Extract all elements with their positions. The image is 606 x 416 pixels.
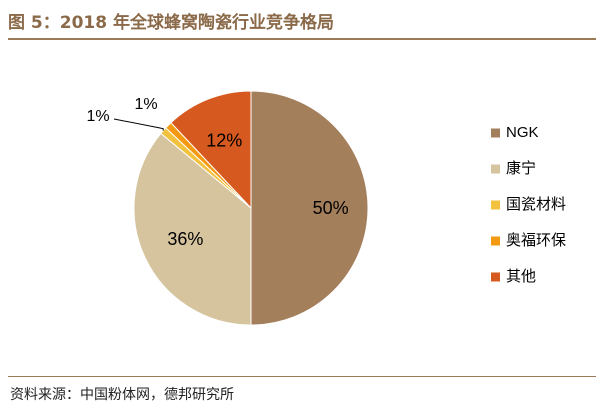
slice-label-3: 1% bbox=[86, 108, 109, 125]
slice-labels: 50% 36% 1% 1% 12% bbox=[86, 96, 348, 249]
slice-label-4: 1% bbox=[134, 96, 157, 113]
figure-title: 图 5：2018 年全球蜂窝陶瓷行业竞争格局 bbox=[8, 13, 334, 33]
legend-label-4: 奥福环保 bbox=[506, 232, 566, 249]
pie-slice-1 bbox=[250, 90, 369, 326]
legend-label-5: 其他 bbox=[506, 268, 536, 285]
pie-slice-2 bbox=[133, 132, 252, 326]
legend-label-3: 国瓷材料 bbox=[506, 196, 566, 213]
slice-label-5: 12% bbox=[206, 131, 242, 151]
legend-swatch-5 bbox=[491, 272, 500, 282]
legend-swatch-4 bbox=[491, 236, 500, 246]
legend-swatch-1 bbox=[491, 128, 500, 138]
legend-swatch-3 bbox=[491, 200, 500, 210]
legend-label-2: 康宁 bbox=[506, 160, 536, 177]
slice-label-1: 50% bbox=[313, 198, 349, 218]
slice-label-2: 36% bbox=[167, 229, 203, 249]
leader-line-3 bbox=[113, 118, 164, 131]
source-note: 资料来源：中国粉体网，德邦研究所 bbox=[10, 387, 234, 403]
legend-swatch-2 bbox=[491, 164, 500, 174]
pie-slice-5 bbox=[170, 90, 252, 210]
bottom-rule bbox=[8, 376, 596, 377]
pie-slices bbox=[133, 90, 369, 326]
leader-lines bbox=[113, 118, 164, 131]
legend-label-1: NGK bbox=[506, 124, 539, 141]
title-rule bbox=[8, 38, 596, 40]
